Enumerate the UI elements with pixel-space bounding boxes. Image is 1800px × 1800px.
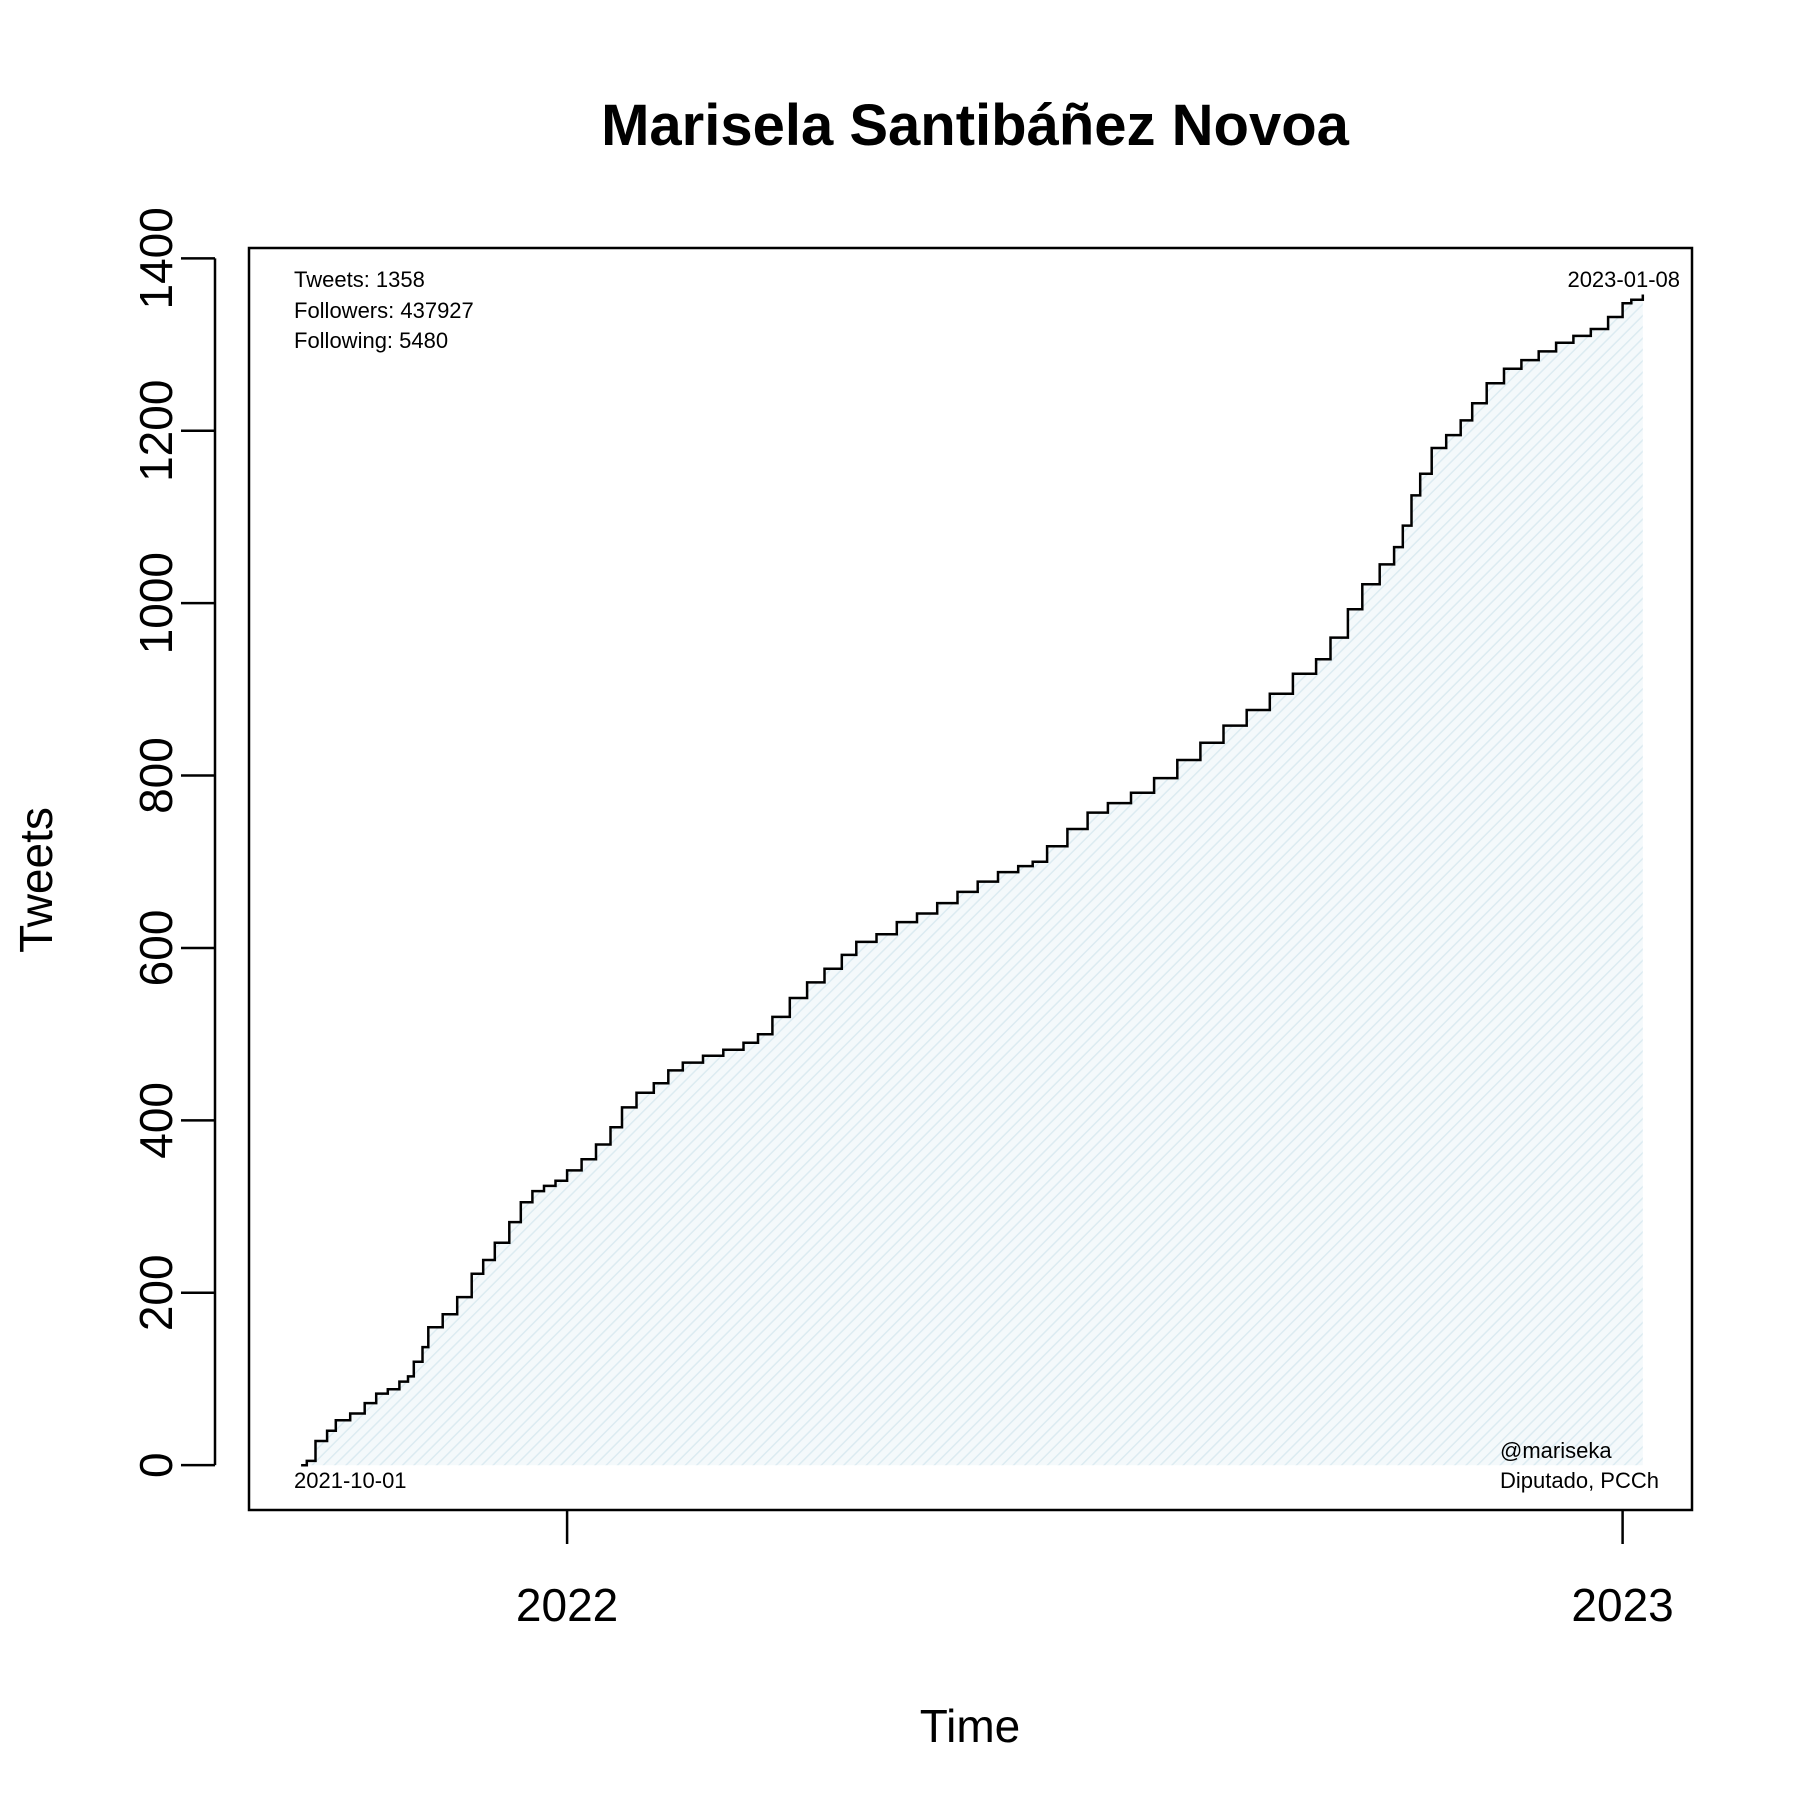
y-tick-label: 0 — [130, 1452, 182, 1478]
y-tick-label: 200 — [130, 1254, 182, 1331]
chart-title: Marisela Santibáñez Novoa — [601, 93, 1350, 158]
tweets-count: Tweets: 1358 — [294, 267, 425, 292]
plot-frame — [247, 246, 1694, 1512]
account-role: Diputado, PCCh — [1500, 1468, 1659, 1493]
x-axis: 2022 2023 — [516, 1510, 1674, 1631]
x-tick-label: 2023 — [1571, 1579, 1673, 1631]
y-tick-label: 1200 — [130, 380, 182, 482]
end-date-label: 2023-01-08 — [1567, 267, 1680, 292]
tweets-series-line — [301, 294, 1645, 1467]
account-handle: @mariseka — [1500, 1438, 1612, 1463]
y-axis-label: Tweets — [10, 807, 62, 953]
y-tick-label: 600 — [130, 910, 182, 987]
y-tick-label: 1400 — [130, 207, 182, 309]
y-tick-label: 800 — [130, 737, 182, 814]
start-date-label: 2021-10-01 — [294, 1468, 407, 1493]
y-tick-label: 1000 — [130, 552, 182, 654]
y-tick-label: 400 — [130, 1082, 182, 1159]
following-count: Following: 5480 — [294, 328, 448, 353]
x-axis-label: Time — [920, 1700, 1021, 1752]
plot-area — [301, 294, 1645, 1467]
y-axis: 0 200 400 600 800 1000 1200 1400 — [130, 207, 217, 1478]
x-tick-label: 2022 — [516, 1579, 618, 1631]
followers-count: Followers: 437927 — [294, 298, 474, 323]
tweets-area-fill — [301, 294, 1643, 1466]
